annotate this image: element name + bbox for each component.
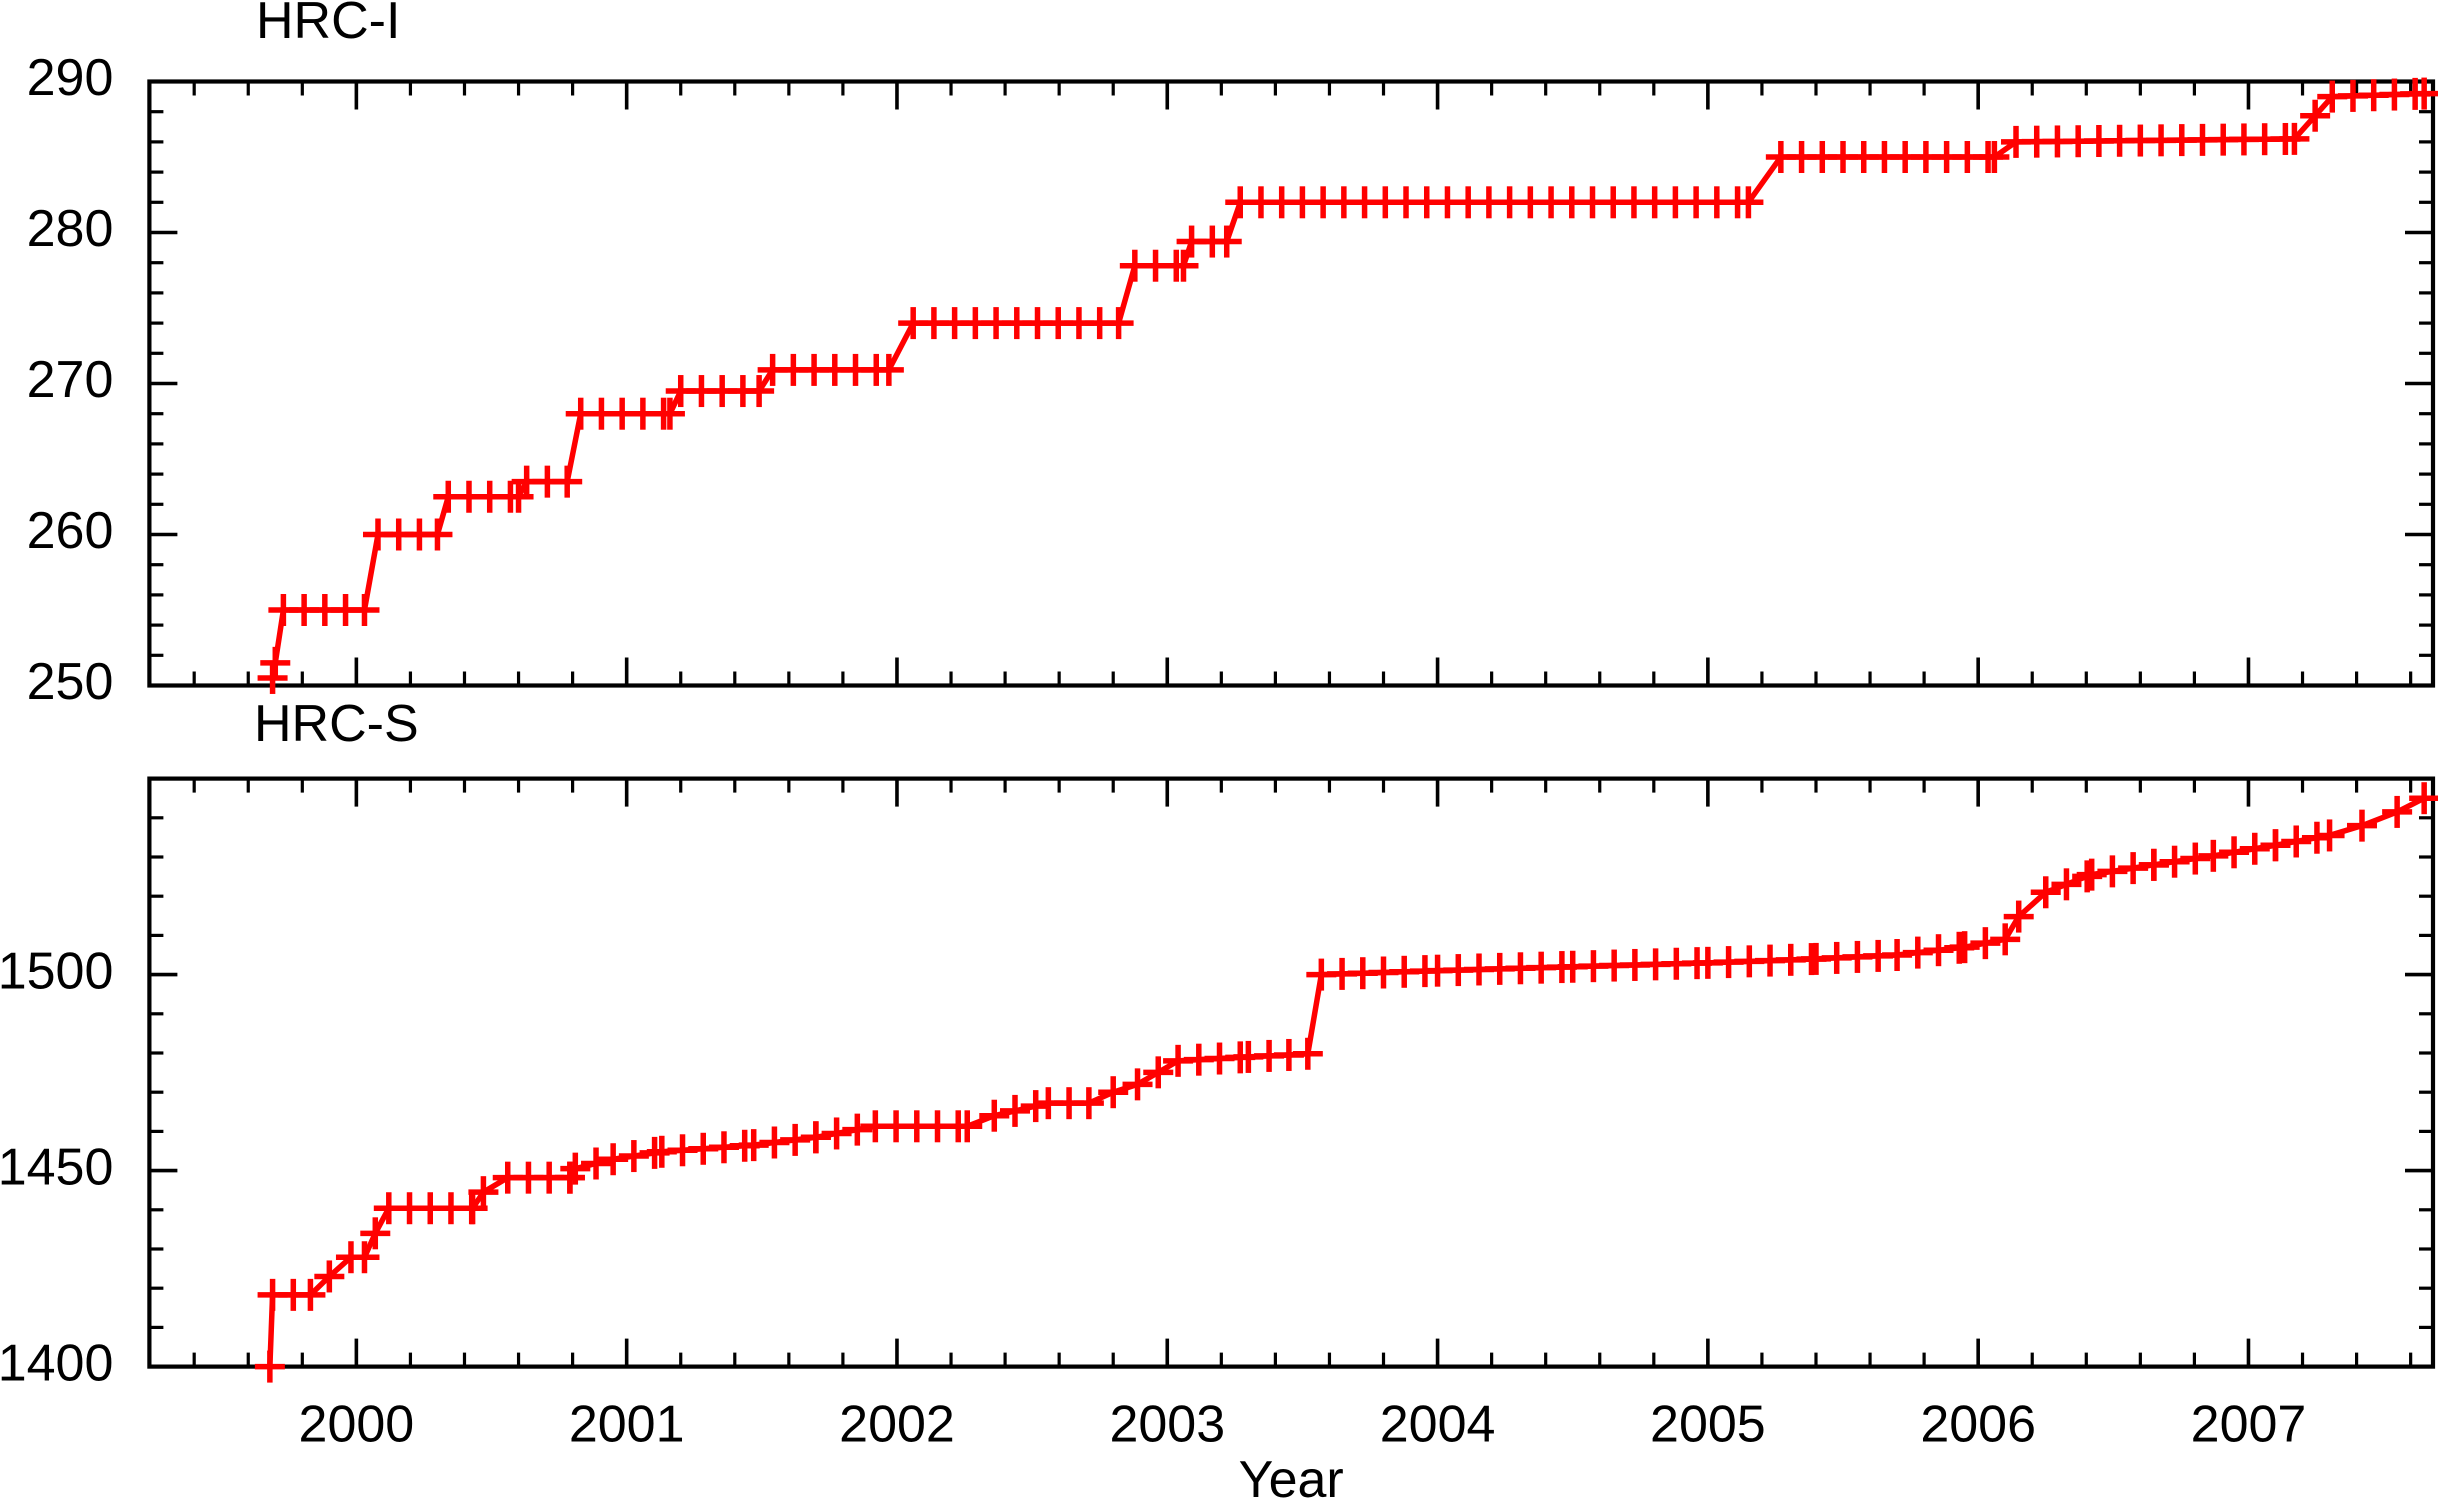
svg-text:290: 290 bbox=[27, 49, 114, 107]
svg-text:2001: 2001 bbox=[569, 1396, 685, 1454]
svg-text:2003: 2003 bbox=[1109, 1396, 1225, 1454]
svg-text:2000: 2000 bbox=[299, 1396, 415, 1454]
svg-text:2002: 2002 bbox=[839, 1396, 955, 1454]
svg-text:HRC-S: HRC-S bbox=[254, 695, 419, 753]
svg-text:Year: Year bbox=[1239, 1451, 1344, 1498]
svg-text:1500: 1500 bbox=[0, 942, 113, 1000]
svg-text:HRC-I: HRC-I bbox=[256, 0, 400, 50]
svg-text:1400: 1400 bbox=[0, 1334, 113, 1392]
svg-text:270: 270 bbox=[27, 351, 114, 409]
svg-text:1450: 1450 bbox=[0, 1138, 113, 1196]
svg-text:2007: 2007 bbox=[2191, 1396, 2307, 1454]
svg-text:2004: 2004 bbox=[1380, 1396, 1496, 1454]
svg-text:250: 250 bbox=[27, 653, 114, 711]
svg-text:2006: 2006 bbox=[1920, 1396, 2036, 1454]
svg-text:280: 280 bbox=[27, 200, 114, 258]
svg-text:260: 260 bbox=[27, 502, 114, 560]
svg-text:2005: 2005 bbox=[1650, 1396, 1766, 1454]
